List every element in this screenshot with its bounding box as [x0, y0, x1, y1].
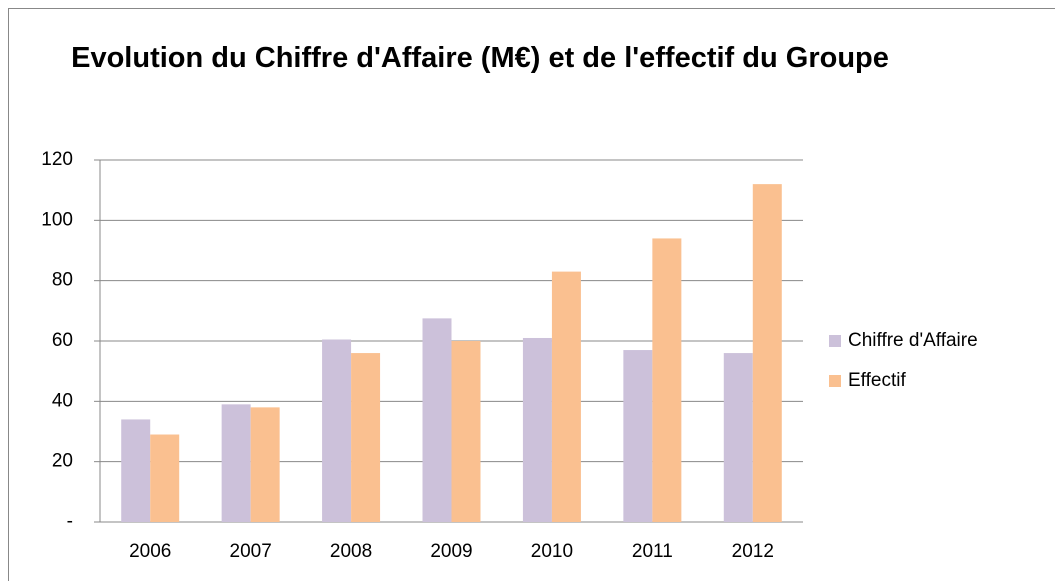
bar [551, 271, 581, 522]
bar [652, 238, 682, 522]
bar [451, 341, 481, 522]
bar [250, 407, 280, 522]
legend-swatch [829, 375, 841, 387]
bar [723, 353, 753, 522]
chart-border [8, 8, 1055, 581]
bar [322, 339, 352, 522]
x-tick-label: 2007 [230, 541, 272, 562]
bar [422, 318, 452, 522]
y-tick-label: 40 [52, 390, 73, 411]
bar [351, 353, 381, 522]
bar [522, 337, 552, 522]
y-tick-label: 120 [41, 149, 73, 170]
bar [221, 404, 251, 522]
bar [150, 434, 180, 522]
y-tick-label: 60 [52, 330, 73, 351]
x-tick-label: 2010 [531, 541, 573, 562]
chart-title: Evolution du Chiffre d'Affaire (M€) et d… [71, 42, 889, 74]
y-tick-label: 80 [52, 270, 73, 291]
y-tick-label: - [67, 511, 73, 532]
legend-label: Chiffre d'Affaire [848, 330, 978, 351]
y-tick-label: 20 [52, 451, 73, 472]
x-tick-label: 2012 [732, 541, 774, 562]
x-tick-label: 2009 [430, 541, 472, 562]
x-tick-label: 2008 [330, 541, 372, 562]
bar [752, 184, 782, 522]
bar [121, 419, 151, 522]
x-tick-label: 2006 [129, 541, 171, 562]
y-tick-label: 100 [41, 209, 73, 230]
legend-label: Effectif [848, 370, 906, 391]
x-tick-label: 2011 [632, 541, 673, 562]
legend-swatch [829, 335, 841, 347]
bar [623, 350, 653, 522]
